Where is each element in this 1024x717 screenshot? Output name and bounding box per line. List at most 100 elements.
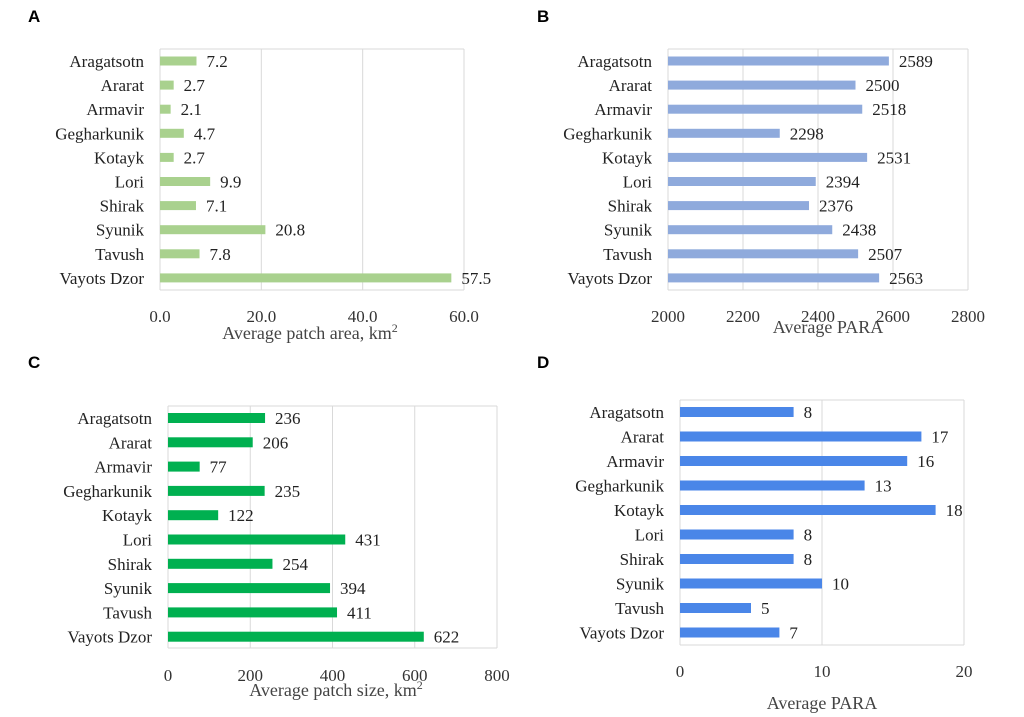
- chart-panel-d: D 0 10 20 Aragatsotn 8 Ararat 17 Armavir 16 Geghar…: [537, 353, 973, 713]
- category-label: Shirak: [108, 555, 153, 574]
- category-label: Lori: [623, 173, 653, 192]
- category-label: Aragatsotn: [77, 409, 152, 428]
- x-tick-label: 800: [484, 666, 510, 685]
- x-tick-label: 2800: [951, 307, 985, 326]
- bar: [160, 56, 197, 66]
- category-label: Vayots Dzor: [579, 624, 664, 643]
- bar: [668, 201, 809, 211]
- x-tick-label: 20: [956, 662, 973, 681]
- x-axis-title-superscript: 2: [392, 321, 398, 335]
- category-label: Kotayk: [94, 148, 145, 167]
- panel-letter: C: [28, 353, 40, 372]
- bar: [668, 249, 859, 259]
- category-label: Armavir: [86, 100, 144, 119]
- data-label: 4.7: [194, 124, 216, 143]
- data-label: 5: [761, 599, 770, 618]
- bar: [160, 104, 171, 114]
- data-label: 77: [210, 458, 228, 477]
- data-label: 17: [931, 428, 949, 447]
- bar: [680, 407, 794, 417]
- panel-letter: D: [537, 353, 549, 372]
- bar: [168, 437, 253, 448]
- x-tick-label: 20.0: [246, 307, 276, 326]
- x-axis-title-text: Average patch area, km: [222, 323, 392, 343]
- category-label: Lori: [115, 173, 145, 192]
- bar: [160, 152, 174, 162]
- category-label: Vayots Dzor: [567, 269, 652, 288]
- bar: [680, 603, 751, 613]
- category-label: Lori: [123, 531, 153, 550]
- x-axis-title-text: Average PARA: [767, 693, 878, 713]
- bar: [168, 583, 331, 594]
- category-label: Kotayk: [602, 148, 653, 167]
- data-label: 2563: [889, 269, 923, 288]
- data-label: 2438: [842, 221, 876, 240]
- data-label: 20.8: [275, 221, 305, 240]
- data-label: 236: [275, 409, 301, 428]
- bar: [668, 177, 816, 186]
- bar: [160, 177, 211, 186]
- category-label: Armavir: [594, 100, 652, 119]
- data-label: 13: [875, 477, 892, 496]
- category-label: Gegharkunik: [55, 124, 144, 143]
- bar: [160, 249, 200, 259]
- chart-panel-b: B 2000 2200 2400 2600 2800 Aragatsotn 2589 Arara…: [537, 7, 985, 337]
- category-label: Ararat: [609, 76, 653, 95]
- bar: [680, 578, 822, 589]
- bar: [168, 558, 273, 569]
- data-label: 57.5: [461, 269, 491, 288]
- data-label: 16: [917, 452, 934, 471]
- data-label: 8: [804, 403, 813, 422]
- category-label: Tavush: [603, 245, 652, 264]
- x-axis-title: Average patch size, km2: [249, 678, 423, 700]
- bar: [680, 554, 794, 564]
- bar: [160, 80, 174, 90]
- x-axis-title-superscript: 2: [417, 678, 423, 692]
- x-axis-title-text: Average PARA: [773, 317, 884, 337]
- x-axis-title: Average PARA: [773, 317, 884, 337]
- category-label: Aragatsotn: [69, 52, 144, 71]
- data-label: 2500: [866, 76, 900, 95]
- data-label: 2531: [877, 148, 911, 167]
- data-label: 394: [340, 579, 366, 598]
- x-tick-label: 0.0: [149, 307, 170, 326]
- data-label: 8: [804, 526, 813, 545]
- bar: [668, 152, 868, 162]
- bar: [168, 534, 346, 545]
- x-tick-label: 400: [320, 666, 346, 685]
- category-label: Ararat: [621, 428, 665, 447]
- x-axis-title: Average PARA: [767, 693, 878, 713]
- category-label: Gegharkunik: [63, 482, 152, 501]
- category-label: Ararat: [101, 76, 145, 95]
- category-label: Syunik: [104, 579, 153, 598]
- bar: [160, 273, 452, 283]
- category-label: Kotayk: [102, 506, 153, 525]
- x-axis-title: Average patch area, km2: [222, 321, 398, 343]
- x-tick-label: 10: [814, 662, 831, 681]
- bar: [168, 631, 424, 642]
- category-label: Syunik: [616, 575, 665, 594]
- category-label: Armavir: [606, 452, 664, 471]
- data-label: 10: [832, 575, 849, 594]
- x-tick-label: 60.0: [449, 307, 479, 326]
- data-label: 7.1: [206, 197, 227, 216]
- data-label: 2.7: [184, 148, 206, 167]
- data-label: 18: [946, 501, 963, 520]
- category-label: Tavush: [95, 245, 144, 264]
- panel-letter: B: [537, 7, 549, 26]
- bar: [680, 456, 908, 466]
- category-label: Armavir: [94, 458, 152, 477]
- data-label: 7.8: [210, 245, 231, 264]
- category-label: Tavush: [103, 603, 152, 622]
- category-label: Vayots Dzor: [59, 269, 144, 288]
- category-label: Syunik: [96, 221, 145, 240]
- data-label: 431: [355, 531, 381, 550]
- category-label: Syunik: [604, 221, 653, 240]
- bar: [668, 104, 863, 114]
- category-label: Shirak: [100, 197, 145, 216]
- x-tick-label: 2200: [726, 307, 760, 326]
- bar: [680, 529, 794, 540]
- data-label: 2.7: [184, 76, 206, 95]
- data-label: 7.2: [206, 52, 227, 71]
- bar: [160, 128, 184, 138]
